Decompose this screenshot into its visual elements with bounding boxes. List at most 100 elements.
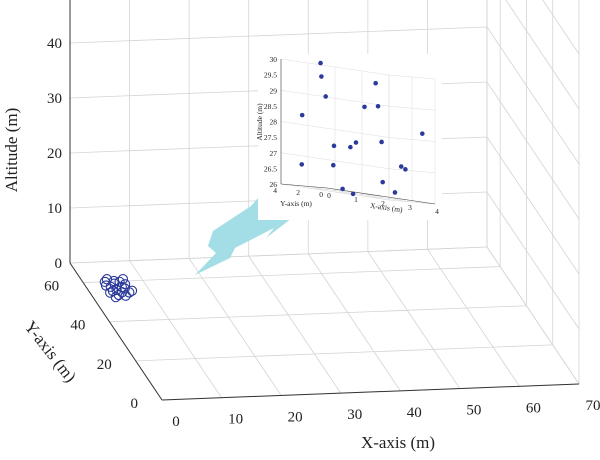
main-plot-points — [99, 273, 138, 303]
z-tick-label: 30 — [47, 91, 62, 107]
main-data-point — [99, 276, 111, 288]
floor-gridline-x — [307, 253, 401, 392]
main-data-point — [126, 285, 138, 296]
inset-data-point — [373, 80, 378, 86]
inset-data-point — [318, 60, 323, 66]
floor-gridline-x — [427, 249, 520, 387]
inset-data-point — [403, 167, 408, 172]
inset-y-tick-label: 4 — [273, 186, 277, 195]
inset-z-tick-label: 29 — [270, 86, 278, 95]
inset-z-axis-label: Altitude (m) — [255, 103, 264, 141]
side-wall-gridline-z — [505, 0, 580, 110]
y-tick-label: 60 — [44, 279, 59, 295]
main-data-point — [109, 278, 120, 289]
inset-data-point — [420, 131, 425, 136]
z-tick-label: 10 — [47, 201, 62, 217]
inset-data-point — [398, 164, 404, 169]
inset-y-axis-label: Y-axis (m) — [280, 199, 312, 208]
inset-side-gridline-z — [388, 137, 436, 142]
main-data-point — [114, 276, 125, 288]
inset-data-point — [299, 112, 305, 118]
inset-data-point — [319, 74, 324, 79]
inset-z-tick-label: 28.5 — [264, 102, 277, 111]
inset-data-point — [348, 144, 353, 150]
inset-data-point — [299, 162, 305, 167]
inset-data-point — [331, 162, 336, 168]
inset-data-point — [362, 104, 367, 110]
main-data-point — [120, 290, 131, 301]
back-wall-gridline-z — [69, 26, 488, 44]
inset-data-point — [340, 186, 345, 192]
floor-gridline-y — [83, 266, 501, 283]
inset-side-gridline-z — [388, 74, 436, 80]
inset-data-point — [323, 94, 329, 99]
floor-gridline-x — [129, 260, 222, 398]
inset-x-tick-label: 2 — [381, 199, 385, 208]
main-data-point — [105, 281, 116, 293]
floor-gridline-x — [248, 255, 342, 394]
inset-back-gridline-z — [280, 183, 390, 201]
floor-gridline-x — [367, 251, 461, 389]
inset-z-tick-label: 26 — [270, 180, 278, 189]
x-tick-label: 10 — [228, 412, 243, 428]
inset-z-tick-label: 29.5 — [264, 71, 277, 80]
inset-data-point — [375, 103, 381, 109]
y-axis-line — [69, 262, 163, 401]
inset-data-point — [331, 143, 337, 149]
back-wall-gridline-z — [69, 246, 488, 264]
inset-y-axis-line — [280, 183, 328, 189]
floor-gridline-y — [135, 344, 553, 362]
inset-y-tick-label: 0 — [319, 190, 323, 199]
main-plot-axes — [69, 0, 580, 401]
x-tick-label: 70 — [586, 398, 600, 414]
inset-z-tick-label: 28 — [270, 118, 278, 127]
x-axis-line — [161, 383, 580, 401]
inset-side-gridline-z — [388, 106, 436, 111]
inset-x-tick-label: 0 — [327, 191, 331, 200]
x-tick-label: 30 — [347, 407, 362, 423]
inset-x-tick-label: 4 — [435, 207, 439, 216]
inset-plot-grid — [258, 54, 442, 220]
inset-data-point — [392, 190, 398, 195]
inset-background — [258, 54, 442, 220]
inset-plot-points — [299, 60, 425, 197]
y-tick-label: 40 — [70, 318, 85, 334]
inset-back-gridline-z — [280, 152, 390, 169]
main-plot-tick-labels: 0102030405060700204060010203040506070 — [44, 36, 600, 430]
inset-z-tick-label: 27.5 — [264, 133, 277, 142]
inset-data-point — [350, 191, 356, 197]
inset-x-axis-line — [326, 187, 436, 205]
side-wall-gridline-z — [486, 191, 580, 330]
inset-z-tick-label: 26.5 — [264, 164, 277, 173]
floor-gridline-x — [188, 258, 282, 396]
inset-data-point — [353, 140, 359, 145]
y-tick-label: 20 — [97, 357, 112, 373]
x-axis-label: X-axis (m) — [361, 433, 435, 452]
x-tick-label: 20 — [288, 409, 303, 425]
inset-data-point — [380, 179, 386, 185]
side-wall-gridline-z — [486, 26, 580, 165]
inset-z-tick-label: 27 — [270, 149, 278, 158]
side-wall-gridline-z — [486, 136, 580, 275]
inset-y-tick-label: 2 — [296, 188, 300, 197]
x-tick-label: 0 — [172, 414, 180, 430]
floor-gridline-y — [109, 305, 527, 323]
z-tick-label: 0 — [55, 256, 63, 272]
main-data-point — [116, 287, 128, 298]
y-tick-label: 0 — [131, 396, 139, 412]
z-tick-label: 40 — [47, 36, 62, 52]
inset-side-gridline-z — [388, 199, 436, 205]
side-wall-gridline-z — [486, 81, 580, 220]
side-wall-gridline-z — [486, 246, 580, 385]
inset-x-tick-label: 3 — [408, 203, 412, 212]
main-data-point — [105, 287, 116, 298]
inset-back-gridline-z — [280, 121, 390, 138]
inset-back-gridline-z — [280, 90, 390, 107]
inset-z-tick-label: 30 — [270, 55, 278, 64]
inset-x-tick-label: 1 — [354, 195, 358, 204]
inset-back-gridline-z — [280, 58, 390, 76]
x-tick-label: 50 — [466, 403, 481, 419]
